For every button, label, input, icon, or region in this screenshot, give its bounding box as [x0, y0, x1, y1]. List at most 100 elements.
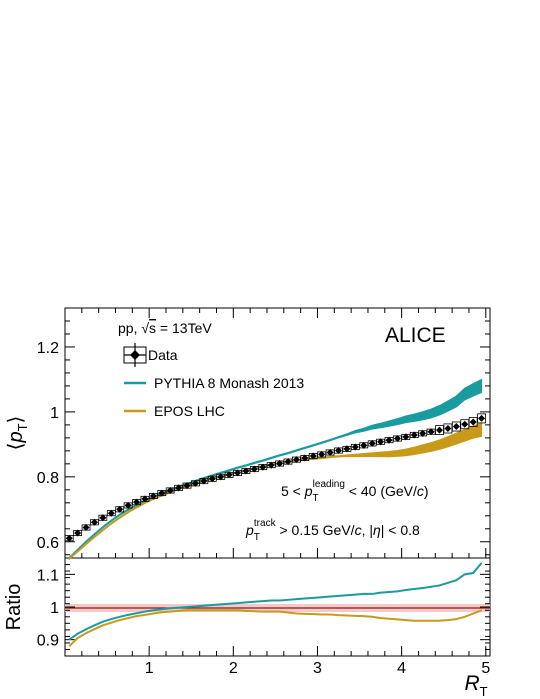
data-point-marker [309, 452, 317, 460]
data-point [132, 498, 141, 506]
data-point [207, 475, 217, 483]
data-point-marker [276, 460, 284, 468]
data-point [140, 495, 150, 503]
data-point [258, 463, 268, 471]
data-point-marker [149, 492, 157, 500]
top-panel-ticks: 0.6 0.8 1 1.2 [37, 308, 490, 558]
data-point [165, 486, 175, 494]
bottom-panel-series [68, 562, 483, 647]
data-point [106, 509, 116, 517]
data-point-marker [267, 461, 275, 469]
data-point [157, 489, 167, 497]
data-point [191, 479, 200, 487]
data-point-marker [250, 465, 258, 473]
data-point [468, 417, 478, 427]
data-point-marker [208, 475, 216, 483]
data-point-marker [377, 438, 385, 446]
bottom-xtick-label: 1 [145, 660, 154, 677]
data-point [64, 534, 74, 542]
top-ytick-label: 0.6 [37, 535, 59, 552]
data-point [241, 467, 251, 475]
legend-entry-epos: EPOS LHC [124, 403, 225, 419]
data-point [317, 450, 327, 458]
data-point [460, 419, 470, 430]
data-point [300, 454, 310, 462]
data-point [292, 456, 301, 464]
bottom-xtick-label: 4 [397, 660, 406, 677]
data-point-marker [436, 426, 444, 434]
data-point [123, 501, 133, 509]
data-point [401, 433, 411, 441]
data-point [216, 473, 226, 481]
data-point-marker [318, 450, 326, 458]
data-point-marker [452, 423, 460, 431]
data-point-marker [343, 445, 351, 453]
data-point [275, 460, 285, 468]
data-point-marker [284, 458, 292, 466]
y-axis-title-ratio: Ratio [3, 584, 25, 631]
data-point [376, 438, 385, 446]
legend: Data PYTHIA 8 Monash 2013 EPOS LHC [123, 343, 304, 419]
bottom-xtick-label: 2 [229, 660, 238, 677]
legend-data-marker [130, 350, 140, 360]
data-point [350, 443, 360, 451]
data-point [443, 423, 453, 434]
bottom-xtick-label: 3 [313, 660, 322, 677]
top-ytick-label: 1.2 [37, 340, 59, 357]
data-point-marker [385, 436, 393, 444]
data-point-marker [107, 509, 115, 517]
experiment-label: ALICE [385, 324, 446, 347]
data-point [384, 436, 394, 444]
data-point-marker [166, 486, 174, 494]
data-point-marker [478, 414, 486, 422]
data-point [435, 425, 444, 436]
data-point-syst-box [443, 423, 453, 434]
legend-entry-pythia: PYTHIA 8 Monash 2013 [124, 375, 304, 391]
pythia-ratio-line [68, 562, 483, 641]
data-point [199, 477, 209, 485]
x-axis-title: RT [464, 672, 487, 699]
data-point-marker [133, 498, 141, 506]
data-point-marker [402, 433, 410, 441]
data-point-marker [175, 484, 183, 492]
data-point [224, 471, 234, 479]
data-point-syst-box [435, 425, 444, 436]
data-point-marker [234, 469, 242, 477]
data-point-marker [360, 441, 368, 449]
bottom-ytick-label: 0.9 [37, 633, 59, 650]
legend-label-pythia: PYTHIA 8 Monash 2013 [154, 375, 304, 391]
data-point [477, 413, 486, 424]
data-point-syst-box [477, 413, 486, 424]
data-point [115, 505, 125, 513]
data-point [73, 529, 83, 537]
data-point [266, 461, 276, 469]
data-point-marker [90, 518, 98, 526]
data-point-marker [351, 443, 359, 451]
data-point [418, 429, 428, 437]
data-point [249, 465, 259, 473]
data-point [182, 482, 192, 490]
legend-label-data: Data [148, 347, 178, 363]
bottom-panel-ticks: 1 2 3 4 5 0.9 1 1.1 [37, 564, 490, 677]
data-point-syst-box [468, 417, 478, 427]
data-point-marker [191, 479, 199, 487]
data-point-marker [469, 418, 477, 426]
system-label: pp, √s = 13TeV [118, 320, 212, 336]
track-selection-label: pTtrack > 0.15 GeV/c, |η| < 0.8 [245, 518, 420, 543]
data-point-marker [419, 429, 427, 437]
data-point-marker [74, 529, 82, 537]
data-point-marker [225, 471, 233, 479]
leading-pt-selection-label: 5 < pTleading < 40 (GeV/c) [281, 479, 429, 504]
top-ytick-label: 1 [50, 405, 59, 422]
data-point [283, 458, 293, 466]
data-point [334, 447, 343, 455]
pythia-band [68, 378, 483, 560]
data-point [90, 518, 99, 526]
data-point [342, 445, 352, 453]
data-point [308, 452, 318, 460]
legend-label-epos: EPOS LHC [154, 403, 225, 419]
y-axis-title-mean-pt: ⟨pT⟩ [5, 416, 30, 451]
data-point [426, 428, 436, 436]
data-point [174, 484, 184, 492]
